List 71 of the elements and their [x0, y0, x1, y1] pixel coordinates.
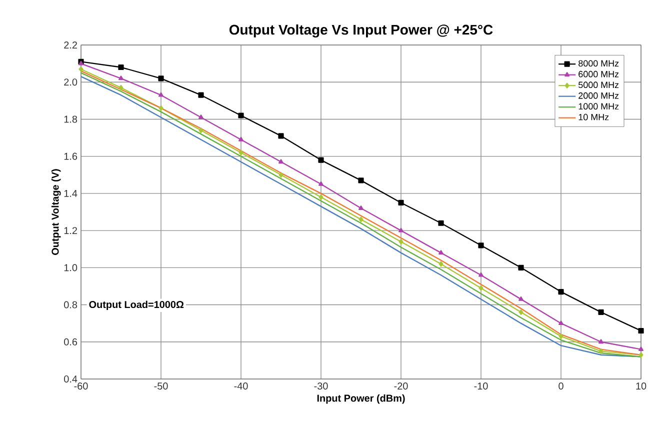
point: [118, 64, 124, 70]
point: [638, 328, 644, 334]
y-tick-label: 0.4: [64, 375, 78, 383]
point: [198, 92, 204, 98]
point: [558, 289, 564, 295]
point: [78, 66, 84, 72]
point: [638, 346, 644, 352]
point: [478, 242, 484, 248]
point: [238, 150, 244, 156]
point: [438, 220, 444, 226]
point: [318, 181, 324, 186]
x-tick-label: -40: [234, 382, 248, 390]
point: [558, 334, 564, 340]
x-tick-label: -50: [154, 382, 168, 390]
y-tick-label: 0.8: [64, 301, 78, 308]
point: [598, 309, 604, 315]
point: [318, 157, 324, 163]
point: [158, 105, 164, 111]
point: [198, 114, 204, 120]
x-tick-label: 10: [636, 382, 646, 390]
x-tick-label: -20: [394, 382, 408, 390]
y-axis-title: Output Voltage (V): [51, 169, 61, 255]
point: [398, 238, 404, 244]
y-tick-label: 1.2: [64, 227, 77, 234]
point: [518, 296, 524, 301]
point: [238, 112, 244, 118]
x-axis-title: Input Power (dBm): [317, 394, 405, 404]
point: [638, 352, 644, 358]
point: [158, 92, 164, 97]
legend-label: 10 MHz: [578, 114, 609, 120]
point: [358, 178, 364, 184]
point: [598, 339, 604, 344]
y-tick-label: 2.2: [64, 42, 77, 48]
y-tick-label: 1.0: [64, 264, 78, 272]
x-tick-label: -30: [314, 382, 328, 390]
point: [518, 264, 524, 270]
point: [198, 128, 204, 134]
legend-label: 6000 MHz: [578, 70, 619, 78]
legend-label: 2000 MHz: [578, 92, 619, 99]
point: [158, 76, 164, 82]
point: [558, 320, 564, 326]
point: [518, 309, 524, 315]
annotation: Output Load=1000Ω: [89, 300, 184, 310]
point: [118, 76, 124, 80]
point: [358, 216, 364, 222]
point: [478, 285, 484, 291]
x-tick-label: -60: [74, 382, 88, 390]
point: [278, 133, 284, 139]
y-tick-label: 1.4: [64, 190, 78, 197]
point: [278, 172, 284, 178]
point: [398, 200, 404, 206]
legend-label: 5000 MHz: [578, 82, 619, 88]
point: [118, 84, 124, 90]
legend-label: 1000 MHz: [578, 103, 619, 110]
y-tick-label: 1.6: [64, 152, 78, 160]
legend-label: 8000 MHz: [578, 60, 619, 67]
x-tick-label: -10: [474, 382, 488, 390]
point: [278, 159, 284, 164]
point: [438, 261, 444, 267]
point: [358, 206, 364, 210]
point: [238, 136, 244, 142]
y-tick-label: 0.6: [64, 338, 78, 346]
y-tick-label: 2.0: [64, 78, 78, 86]
y-tick-label: 1.8: [64, 116, 78, 123]
point: [598, 348, 604, 354]
x-tick-label: 0: [558, 382, 564, 390]
point: [438, 250, 444, 255]
point: [478, 272, 484, 277]
chart-title: Output Voltage Vs Input Power @ +25°C: [229, 24, 493, 38]
point: [318, 194, 324, 200]
point: [398, 228, 404, 232]
